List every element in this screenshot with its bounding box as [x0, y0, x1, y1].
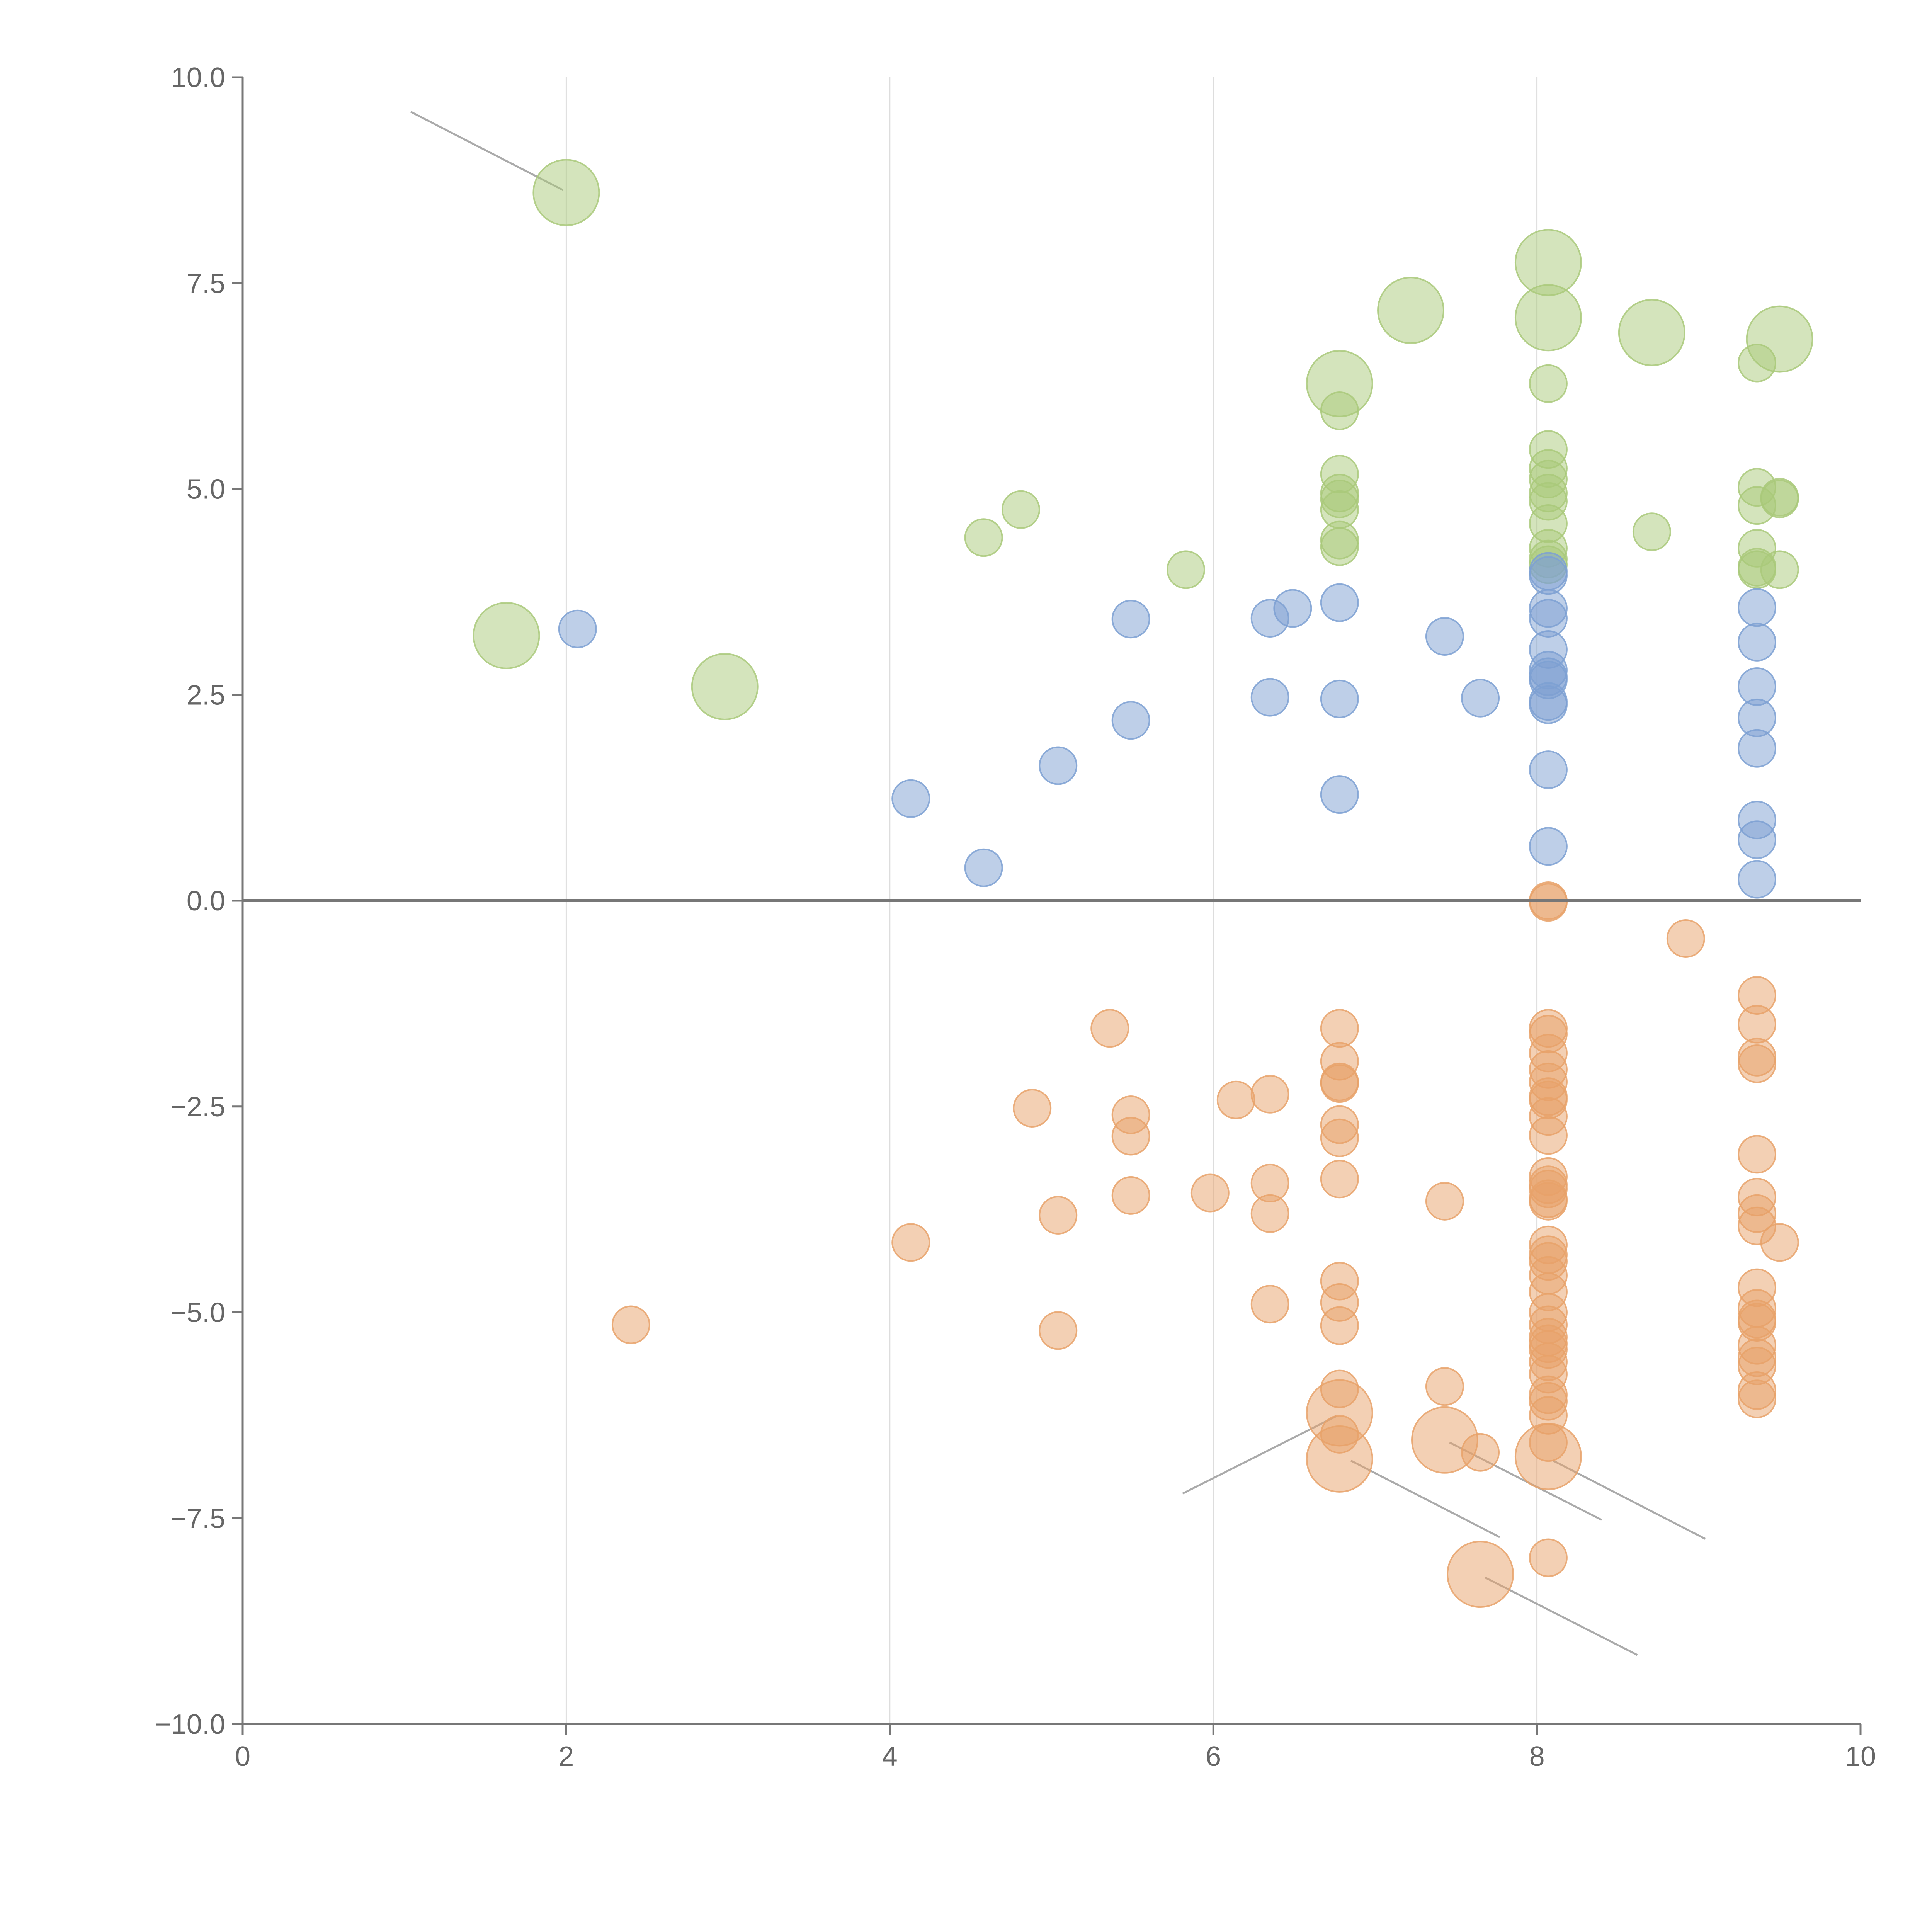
data-points	[473, 159, 1813, 1608]
data-point-green	[1167, 550, 1206, 589]
data-point-orange	[1666, 919, 1705, 958]
data-point-green	[1529, 364, 1568, 403]
data-point-orange	[1425, 1367, 1464, 1406]
x-tick-label: 10	[1845, 1741, 1876, 1772]
data-point-blue	[1250, 678, 1289, 717]
data-point-blue	[1425, 617, 1464, 656]
annotation-line	[1485, 1577, 1638, 1656]
data-point-orange	[1760, 1223, 1799, 1262]
data-point-blue	[1738, 588, 1777, 627]
data-point-orange	[891, 1223, 930, 1262]
data-point-orange	[1529, 1116, 1568, 1155]
axes: 10.0 7.5 5.0 2.5 0.0 −2.5 −5.0 −7.5 −10.0 0 2 4 6 8 10	[155, 62, 1876, 1772]
data-point-green	[1320, 391, 1359, 430]
y-tick-label: 2.5	[187, 680, 225, 711]
data-point-orange	[1013, 1089, 1052, 1128]
y-tick-label: −2.5	[170, 1092, 225, 1122]
data-point-orange	[1320, 1064, 1359, 1103]
data-point-green	[1377, 277, 1445, 344]
data-point-blue	[1273, 589, 1312, 628]
data-point-blue	[1738, 729, 1777, 768]
data-point-orange	[1039, 1311, 1078, 1350]
data-point-blue	[1320, 583, 1359, 622]
data-point-orange	[1111, 1117, 1150, 1156]
y-tick-label: −7.5	[170, 1503, 225, 1534]
data-point-orange	[1190, 1173, 1230, 1213]
data-point-blue	[1039, 746, 1078, 785]
data-point-blue	[1529, 750, 1568, 789]
data-point-orange	[1529, 1538, 1568, 1577]
data-point-blue	[1738, 860, 1777, 899]
data-point-blue	[1111, 600, 1150, 639]
x-tick-label: 0	[235, 1741, 250, 1772]
data-point-blue	[1320, 679, 1359, 718]
data-point-orange	[1461, 1433, 1500, 1472]
data-point-green	[1760, 550, 1799, 589]
data-point-green	[691, 653, 759, 720]
y-tick-label: 0.0	[187, 886, 225, 917]
data-point-orange	[1216, 1080, 1255, 1119]
data-point-orange	[1738, 1135, 1777, 1174]
data-point-orange	[1039, 1196, 1078, 1235]
data-point-orange	[1320, 1118, 1359, 1157]
data-point-blue	[1111, 701, 1150, 740]
data-point-orange	[1738, 1005, 1777, 1044]
data-point-orange	[1250, 1075, 1289, 1114]
data-point-orange	[1320, 1009, 1359, 1048]
data-point-orange	[1738, 1044, 1777, 1083]
data-point-orange	[611, 1305, 650, 1344]
data-point-orange	[1090, 1009, 1129, 1048]
y-tick-label: 10.0	[171, 62, 225, 93]
data-point-orange	[1320, 1160, 1359, 1199]
data-point-blue	[1529, 556, 1568, 595]
y-tick-label: 5.0	[187, 474, 225, 505]
data-point-blue	[1320, 775, 1359, 814]
data-point-orange	[1306, 1425, 1373, 1493]
y-tick-label: −10.0	[155, 1709, 225, 1740]
data-point-orange	[1529, 883, 1568, 922]
y-tick-label: 7.5	[187, 268, 225, 299]
data-point-orange	[1738, 1379, 1777, 1418]
data-point-green	[1320, 527, 1359, 566]
data-point-orange	[1529, 1182, 1568, 1221]
data-point-green	[532, 159, 600, 226]
annotation-line	[1553, 1459, 1706, 1540]
y-tick-label: −5.0	[170, 1298, 225, 1328]
x-tick-label: 8	[1529, 1741, 1545, 1772]
annotation-lines	[410, 111, 1706, 1656]
data-point-blue	[1738, 622, 1777, 662]
data-point-blue	[1529, 685, 1568, 724]
data-point-orange	[1514, 1423, 1582, 1490]
data-point-blue	[964, 848, 1003, 887]
data-point-orange	[1425, 1182, 1464, 1221]
data-point-green	[1760, 480, 1799, 519]
data-point-blue	[1461, 679, 1500, 718]
data-point-orange	[1320, 1306, 1359, 1345]
data-point-blue	[1738, 820, 1777, 859]
data-point-orange	[1111, 1176, 1150, 1215]
data-point-blue	[1529, 827, 1568, 866]
data-point-green	[1514, 284, 1582, 352]
data-point-orange	[1250, 1194, 1289, 1233]
data-point-green	[964, 518, 1003, 557]
data-point-blue	[891, 779, 930, 818]
data-point-orange	[1250, 1285, 1289, 1324]
x-tick-label: 6	[1206, 1741, 1221, 1772]
data-point-green	[473, 602, 540, 669]
data-point-green	[1001, 490, 1040, 529]
data-point-green	[1746, 305, 1813, 373]
data-point-orange	[1447, 1541, 1514, 1608]
data-point-blue	[558, 609, 597, 648]
annotation-line	[1350, 1459, 1500, 1538]
x-tick-label: 2	[558, 1741, 574, 1772]
data-point-green	[1632, 512, 1671, 551]
data-point-green	[1618, 299, 1685, 366]
x-tick-label: 4	[882, 1741, 898, 1772]
